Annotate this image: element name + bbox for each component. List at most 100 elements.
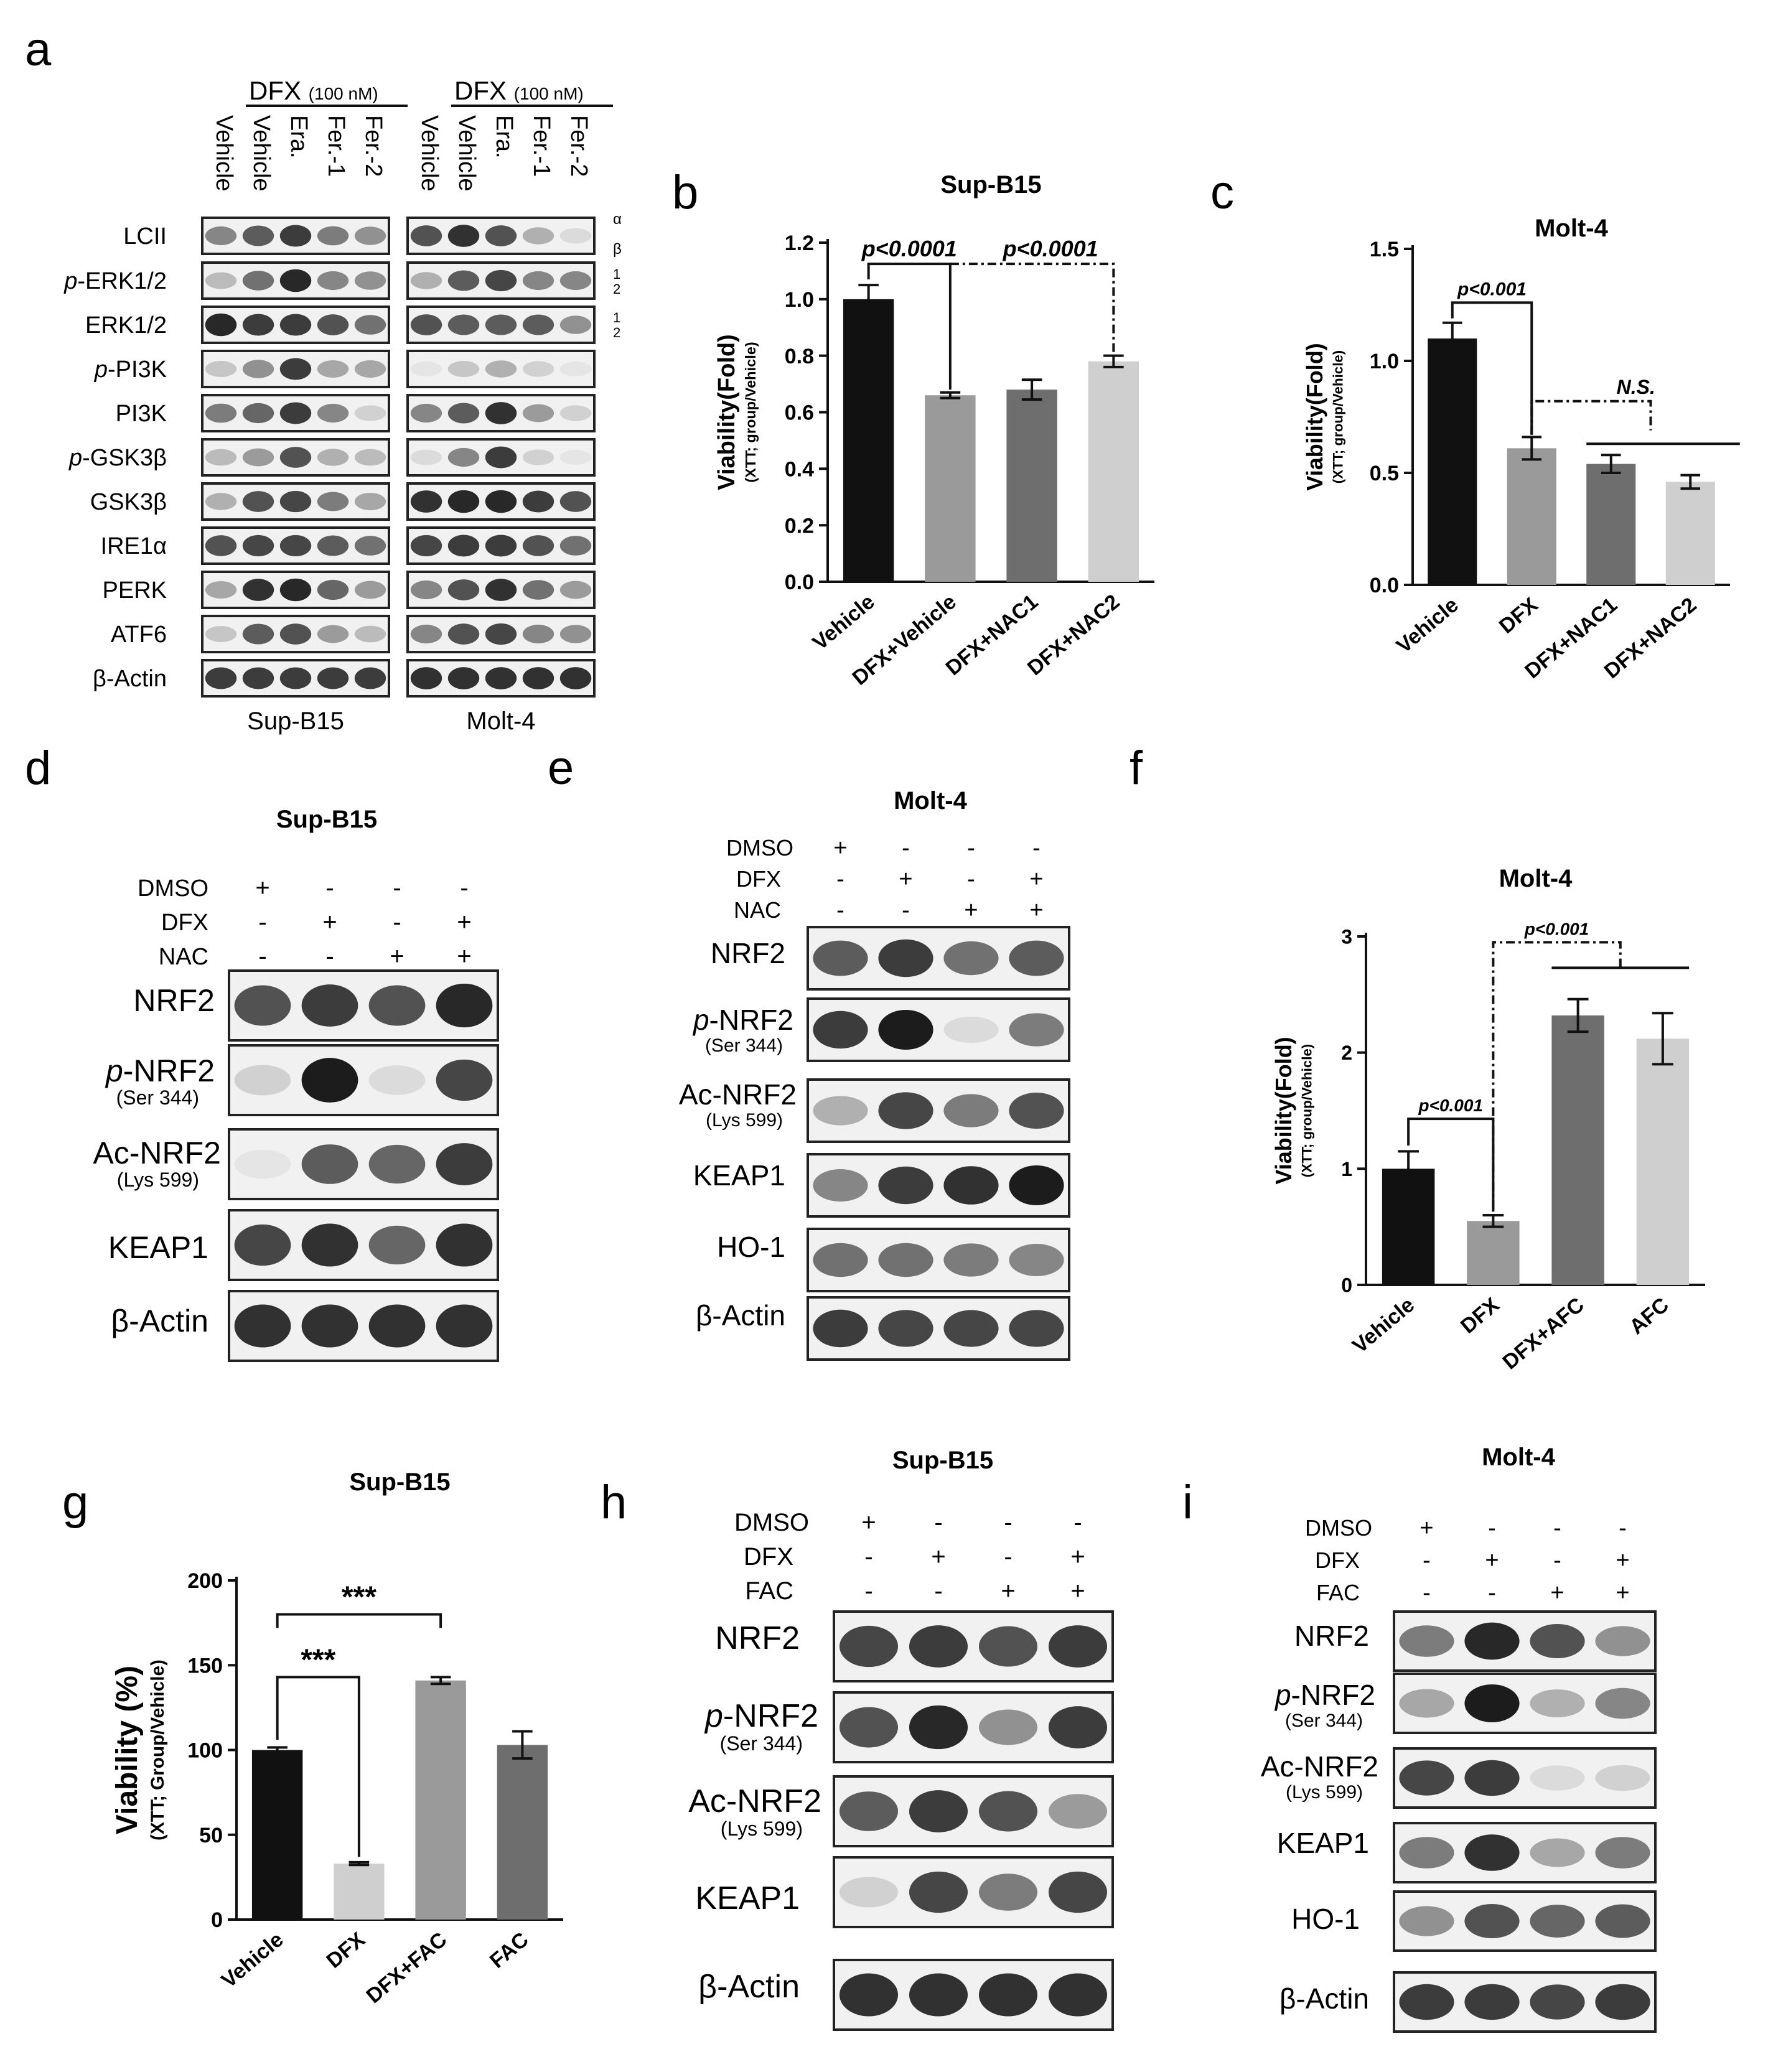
- band: [943, 941, 999, 976]
- band: [317, 492, 349, 511]
- x-tick-label: Vehicle: [217, 1928, 288, 1992]
- lane-label: Era.: [286, 115, 312, 159]
- band: [447, 403, 480, 424]
- blot-a-molt-4: [406, 217, 596, 698]
- band: [485, 579, 517, 601]
- band: [1595, 1687, 1650, 1719]
- band: [978, 1709, 1038, 1745]
- x-tick-label: Vehicle: [1348, 1293, 1419, 1358]
- band: [410, 225, 442, 246]
- band: [279, 490, 312, 513]
- condition-label: DFX: [1315, 1547, 1360, 1573]
- bar: [1428, 338, 1477, 585]
- bar: [925, 395, 976, 582]
- chart-title: Sup-B15: [349, 1468, 450, 1496]
- y-tick-label: 0.0: [1370, 574, 1399, 597]
- band: [813, 1243, 868, 1277]
- band: [1530, 1984, 1585, 2020]
- band: [368, 1065, 426, 1095]
- blot-h-sup-b15: [833, 1610, 1114, 2031]
- band: [1048, 1973, 1108, 2017]
- band: [1048, 1871, 1108, 1913]
- significance-bracket: [950, 263, 1115, 353]
- band: [447, 534, 480, 557]
- band: [485, 534, 517, 557]
- row-label-lcii: LCII: [123, 223, 167, 250]
- band: [354, 360, 386, 378]
- band: [354, 226, 386, 245]
- band: [559, 625, 592, 643]
- band: [1048, 1794, 1108, 1829]
- band: [301, 1223, 358, 1267]
- band: [354, 625, 386, 643]
- band: [410, 403, 442, 423]
- band: [522, 449, 554, 465]
- band: [410, 449, 442, 465]
- band: [559, 228, 592, 244]
- band: [354, 405, 386, 421]
- condition-sign: +: [390, 943, 404, 970]
- band: [1464, 1984, 1520, 2020]
- condition-sign: -: [393, 908, 401, 936]
- band: [839, 1877, 899, 1908]
- significance-label: p<0.0001: [1003, 236, 1098, 261]
- x-tick-label: DFX: [1456, 1293, 1504, 1338]
- band: [978, 1874, 1038, 1911]
- bar: [415, 1680, 466, 1920]
- panel-h-blots: Sup-B15 DMSO DFX FAC + - - - - + - + - - + + NRF2 p…: [688, 1447, 1114, 2031]
- blot-e-molt-4: [807, 926, 1070, 1361]
- row-label-p-nrf2: p-NRF2: [692, 1004, 793, 1036]
- band: [317, 403, 349, 423]
- band: [1009, 1310, 1064, 1347]
- row-label-nrf2: NRF2: [133, 983, 215, 1018]
- condition-sign: +: [1029, 897, 1043, 923]
- band: [242, 534, 274, 557]
- condition-sign: -: [1619, 1515, 1627, 1541]
- band: [909, 1973, 968, 2017]
- bar: [1507, 448, 1556, 585]
- lane-label: Fer.-2: [566, 115, 592, 177]
- row-label-pi3k: PI3K: [116, 401, 167, 427]
- panel-letter-c: c: [1210, 166, 1234, 219]
- y-tick-label: 0: [211, 1908, 223, 1932]
- band: [1399, 1906, 1454, 1936]
- condition-sign: +: [1616, 1580, 1629, 1606]
- band: [354, 271, 386, 290]
- band: [242, 623, 274, 645]
- y-axis-label: Viability(Fold): [1302, 343, 1327, 490]
- band: [317, 449, 349, 466]
- chart-title: Sup-B15: [940, 171, 1041, 198]
- condition-sign: -: [1488, 1515, 1496, 1541]
- condition-sign: -: [836, 866, 844, 892]
- band: [978, 1626, 1038, 1667]
- band: [485, 269, 517, 292]
- row-label-ac-nrf2: Ac-NRF2: [688, 1783, 821, 1819]
- band: [839, 1625, 899, 1668]
- lane-label: Fer.-1: [323, 115, 349, 177]
- chart-b-sup-b15: Sup-B15 0.0 0.2 0.4 0.6 0.8 1.0 1.2 Viability(Fo…: [714, 171, 1154, 690]
- band: [522, 227, 554, 245]
- panel-letter-h: h: [601, 1476, 627, 1529]
- band: [1399, 1760, 1454, 1796]
- band: [242, 579, 274, 601]
- row-sublabel: (Ser 344): [720, 1732, 803, 1755]
- band: [301, 984, 358, 1027]
- band: [279, 314, 312, 336]
- row-label-gsk3b: GSK3β: [90, 489, 167, 515]
- band: [813, 940, 868, 976]
- band: [205, 272, 237, 289]
- band: [242, 667, 274, 689]
- band: [559, 536, 592, 556]
- band: [447, 623, 480, 645]
- band: [410, 667, 442, 689]
- row-label-perk: PERK: [103, 577, 167, 604]
- x-tick-label: DFX: [322, 1928, 370, 1973]
- y-tick-label: 1.2: [785, 231, 814, 255]
- band: [368, 1225, 426, 1265]
- condition-sign: -: [967, 866, 975, 892]
- row-label-atf6: ATF6: [111, 622, 167, 648]
- bar: [1088, 361, 1139, 582]
- condition-sign: -: [1553, 1515, 1561, 1541]
- condition-label: DFX: [744, 1543, 793, 1570]
